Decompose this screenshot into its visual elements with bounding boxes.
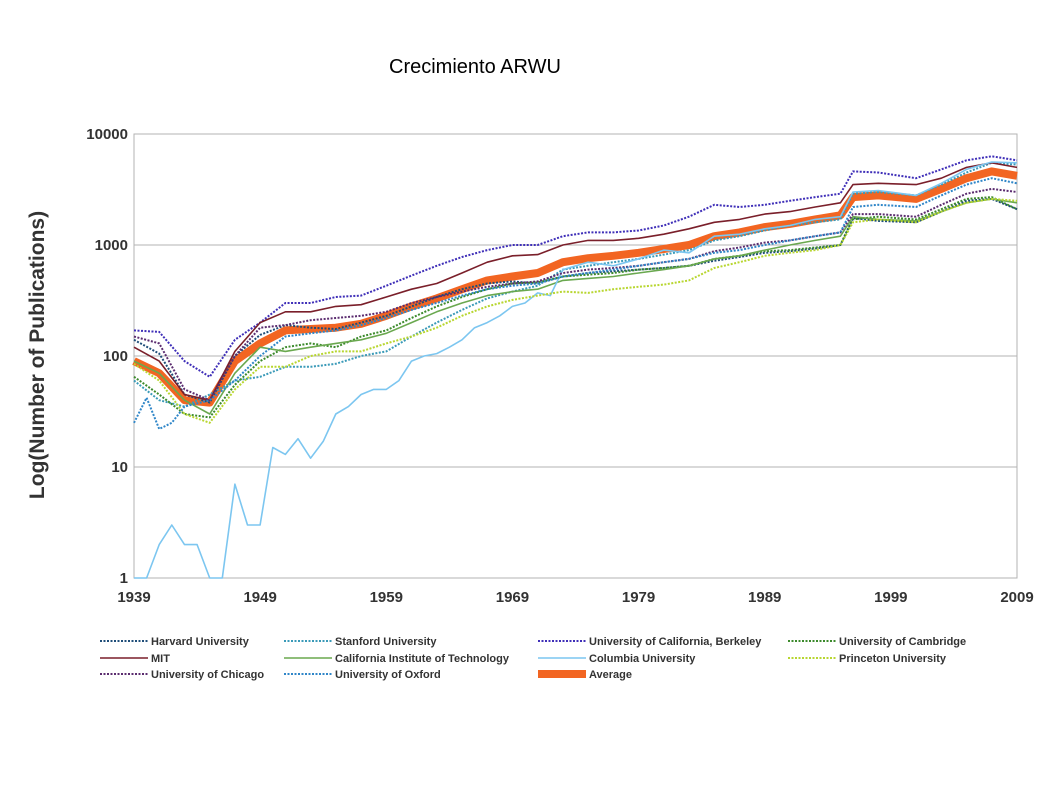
x-tick-label: 1939 [117, 589, 150, 606]
series-line-california-institute-of-technology [133, 198, 1018, 415]
series-line-average [132, 167, 1018, 407]
series-line-harvard-university [133, 197, 1018, 404]
legend-label: Harvard University [151, 636, 250, 648]
legend-item: Columbia University [538, 653, 696, 665]
series-line-stanford-university [133, 161, 1018, 408]
series-line-columbia-university [134, 161, 1018, 579]
x-tick-label: 1979 [622, 589, 655, 606]
legend-item: California Institute of Technology [284, 653, 510, 665]
legend-item: University of Chicago [100, 669, 264, 681]
legend-label: University of California, Berkeley [589, 636, 762, 648]
legend-item: University of Oxford [284, 669, 441, 681]
y-axis-ticks: 1 10 100 1000 10000 [86, 126, 128, 587]
x-tick-label: 1959 [370, 589, 403, 606]
legend: Harvard University Stanford University Uni… [100, 636, 966, 681]
y-axis-label: Log(Number of Publications) [26, 211, 49, 499]
x-tick-label: 2009 [1000, 589, 1033, 606]
grid-lines [134, 133, 1017, 579]
series-line-university-of-cambridge [133, 196, 1018, 419]
legend-label: University of Chicago [151, 669, 264, 681]
plot-border [133, 133, 1018, 579]
legend-item: Average [538, 669, 632, 681]
series-line-princeton-university [133, 197, 1018, 424]
x-tick-label: 1949 [243, 589, 276, 606]
y-tick-label: 10 [111, 459, 128, 476]
x-tick-label: 1999 [874, 589, 907, 606]
legend-item: MIT [100, 653, 170, 665]
y-tick-label: 1000 [95, 237, 128, 254]
legend-item: Princeton University [788, 653, 947, 665]
legend-item: Harvard University [100, 636, 250, 648]
legend-label: Princeton University [839, 653, 947, 665]
legend-label: California Institute of Technology [335, 653, 510, 665]
x-tick-label: 1989 [748, 589, 781, 606]
legend-label: Average [589, 669, 632, 681]
legend-item: University of California, Berkeley [538, 636, 762, 648]
series-line-university-of-california-berkeley [133, 155, 1018, 378]
legend-label: University of Oxford [335, 669, 441, 681]
y-tick-label: 10000 [86, 126, 128, 143]
y-tick-label: 100 [103, 348, 128, 365]
x-tick-label: 1969 [496, 589, 529, 606]
y-tick-label: 1 [120, 570, 128, 587]
legend-label: Columbia University [589, 653, 696, 665]
legend-label: MIT [151, 653, 170, 665]
legend-item: Stanford University [284, 636, 437, 648]
chart-title: Crecimiento ARWU [389, 56, 561, 78]
legend-item: University of Cambridge [788, 636, 966, 648]
series-layer [132, 155, 1018, 579]
x-axis-ticks: 1939 1949 1959 1969 1979 1989 1999 2009 [117, 589, 1033, 606]
series-line-university-of-chicago [133, 187, 1018, 402]
plot-frame [133, 133, 1018, 579]
series-line-mit [133, 162, 1018, 401]
legend-label: University of Cambridge [839, 636, 966, 648]
legend-label: Stanford University [335, 636, 437, 648]
series-line-university-of-oxford [133, 177, 1018, 430]
